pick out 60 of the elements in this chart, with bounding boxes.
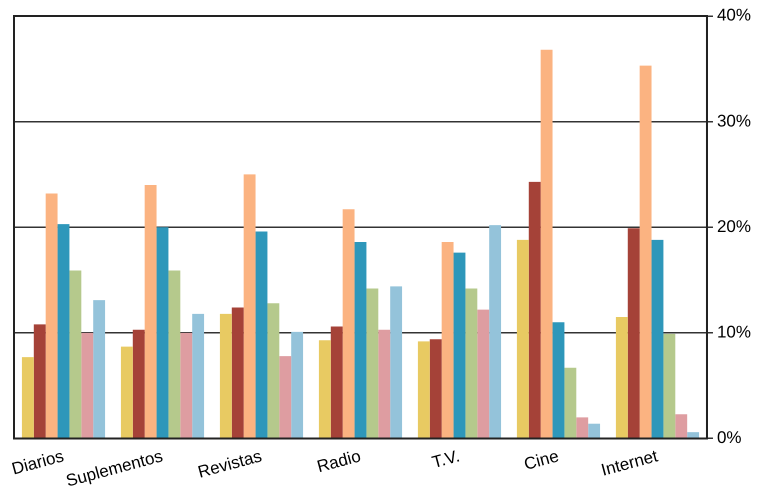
bar bbox=[418, 341, 430, 438]
bar bbox=[640, 66, 652, 438]
bar bbox=[390, 286, 402, 438]
bar bbox=[378, 330, 390, 438]
bar bbox=[279, 356, 292, 438]
bar bbox=[81, 332, 94, 438]
x-tick-label: Radio bbox=[314, 446, 363, 476]
bar bbox=[489, 225, 502, 438]
bar bbox=[430, 339, 442, 438]
bar bbox=[342, 209, 355, 438]
x-tick-label: Diarios bbox=[10, 446, 66, 478]
y-tick-label: 10% bbox=[716, 322, 752, 342]
y-tick-label: 20% bbox=[716, 216, 752, 236]
y-tick-label: 0% bbox=[716, 428, 742, 448]
x-tick-label: Cine bbox=[522, 446, 561, 474]
bar bbox=[652, 240, 664, 438]
bar bbox=[168, 270, 180, 438]
bar bbox=[220, 314, 232, 438]
bar bbox=[132, 330, 145, 438]
bar bbox=[354, 242, 366, 438]
bar bbox=[46, 193, 58, 438]
bar bbox=[192, 314, 204, 438]
bar bbox=[540, 50, 553, 438]
bar bbox=[516, 240, 529, 438]
bar bbox=[93, 300, 106, 438]
bar bbox=[156, 227, 168, 438]
x-tick-label: T.V. bbox=[430, 446, 462, 472]
bar bbox=[232, 308, 244, 438]
bar bbox=[22, 357, 34, 438]
bar bbox=[454, 252, 466, 438]
bar bbox=[675, 414, 688, 438]
bar bbox=[180, 332, 192, 438]
bar bbox=[564, 368, 576, 438]
bar bbox=[120, 346, 133, 438]
bar bbox=[628, 228, 640, 438]
bar bbox=[442, 242, 454, 438]
bar bbox=[588, 424, 600, 438]
bar bbox=[267, 303, 280, 438]
bar bbox=[616, 317, 628, 438]
y-tick-label: 30% bbox=[716, 111, 752, 130]
x-tick-label: Internet bbox=[599, 446, 660, 480]
bar bbox=[366, 288, 378, 438]
bar bbox=[687, 432, 700, 438]
bar bbox=[69, 270, 82, 438]
bar bbox=[552, 322, 564, 438]
bar bbox=[528, 182, 541, 438]
bar bbox=[244, 174, 256, 438]
bar bbox=[318, 340, 331, 438]
bar bbox=[330, 326, 343, 438]
bar bbox=[256, 231, 268, 438]
bar bbox=[465, 288, 478, 438]
bar bbox=[34, 324, 46, 438]
bar bbox=[144, 185, 157, 438]
bar bbox=[58, 224, 70, 438]
bar bbox=[477, 310, 490, 438]
bar bbox=[291, 332, 304, 438]
x-tick-label: Revistas bbox=[196, 446, 264, 482]
bar bbox=[576, 417, 588, 438]
bar bbox=[663, 334, 676, 438]
y-tick-label: 40% bbox=[716, 6, 752, 25]
